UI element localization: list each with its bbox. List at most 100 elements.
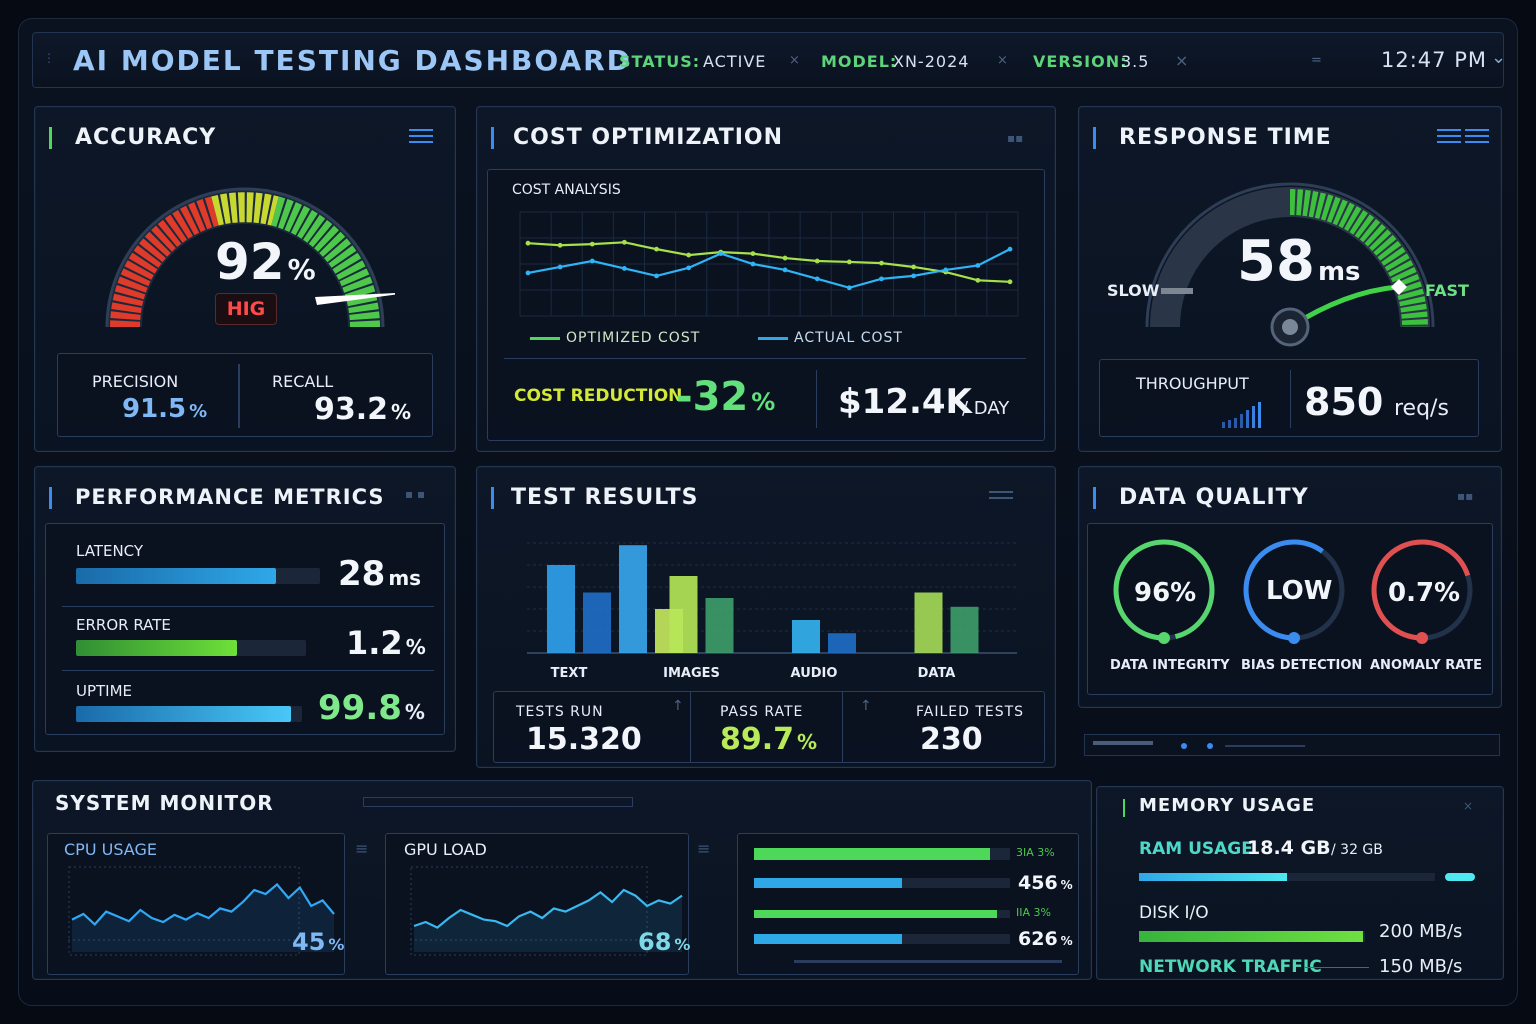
strip-segment <box>1225 745 1305 747</box>
test-bar <box>669 576 698 653</box>
test-results-title: TEST RESULTS <box>511 485 699 510</box>
precision-value: 91.5% <box>122 394 208 424</box>
menu-icon[interactable] <box>989 491 1013 505</box>
version-label: VERSION: <box>1033 52 1128 71</box>
panel-marker-icon <box>491 127 499 149</box>
divider <box>62 606 434 607</box>
latency-value: 28 ms <box>338 554 422 594</box>
test-stats-box: TESTS RUN 15.320 ↑ PASS RATE 89.7% ↑ FAI… <box>493 691 1045 763</box>
resource-bar-fill <box>754 878 903 888</box>
test-bar <box>547 565 575 653</box>
failed-tests-value: 230 <box>920 722 983 757</box>
test-bar <box>619 545 647 653</box>
menu-icon[interactable]: ≡ <box>697 839 711 858</box>
cost-data-point <box>814 258 820 264</box>
ram-bar-track <box>1139 873 1435 881</box>
sparkline-area <box>414 890 682 952</box>
cpu-usage-value: 45% <box>292 928 345 956</box>
memory-title: MEMORY USAGE <box>1139 795 1316 816</box>
cpu-usage-chart <box>68 866 335 956</box>
separator-icon: · <box>589 53 594 68</box>
cost-data-point <box>686 252 692 258</box>
strip-segment <box>1093 741 1153 745</box>
cost-data-point <box>589 258 595 264</box>
header-bar: ⋮ AI MODEL TESTING DASHBOARD · STATUS: A… <box>32 32 1507 88</box>
cost-data-point <box>750 261 756 267</box>
cost-data-point <box>943 267 949 273</box>
grid-icon[interactable]: ▪▪ <box>1007 131 1024 145</box>
cost-panel: COST OPTIMIZATION ▪▪ COST ANALYSIS OPTIM… <box>476 106 1056 452</box>
divider <box>1290 370 1291 428</box>
menu-icon[interactable] <box>409 129 433 143</box>
gauge-needle <box>315 293 395 305</box>
chart-frame <box>68 866 300 956</box>
resource-bar-value: 456% <box>1018 872 1073 894</box>
cost-data-point <box>557 264 563 270</box>
close-icon[interactable]: × <box>1175 51 1189 70</box>
strip-dot <box>1181 743 1187 749</box>
page-title: AI MODEL TESTING DASHBOARD <box>73 44 632 77</box>
legend-swatch-actual <box>758 337 788 340</box>
response-value: 58 ms <box>1237 229 1361 294</box>
separator-icon: × <box>789 53 800 68</box>
bias-detection-label: BIAS DETECTION <box>1241 658 1363 673</box>
cost-analysis-subtitle: COST ANALYSIS <box>512 182 621 198</box>
ram-usage-value: 18.4 GB <box>1247 837 1331 859</box>
header-grip-icon: ⋮ <box>43 51 55 65</box>
ring-marker <box>1288 632 1300 644</box>
accuracy-title: ACCURACY <box>75 125 217 150</box>
grid-icon[interactable]: ▪ ▪ <box>405 487 426 501</box>
close-icon[interactable]: × <box>1463 799 1474 813</box>
strip-dot <box>1207 743 1213 749</box>
cost-reduction-label: COST REDUCTION <box>514 386 683 406</box>
cost-data-point <box>879 260 884 266</box>
cost-data-point <box>589 241 595 247</box>
cost-series-line <box>527 241 1011 283</box>
chevron-down-icon[interactable]: ⌄ <box>1491 47 1507 68</box>
grid-icon[interactable]: ▪▪ <box>1457 489 1474 503</box>
precision-recall-box: PRECISION 91.5% RECALL 93.2% <box>57 353 433 437</box>
cost-data-point <box>525 240 531 246</box>
panel-marker-icon <box>1123 799 1125 817</box>
model-label: MODEL: <box>821 52 898 71</box>
anomaly-rate-value: 0.7% <box>1388 578 1461 608</box>
divider <box>238 364 240 428</box>
cost-data-point <box>814 276 820 282</box>
test-bar <box>705 598 734 653</box>
cost-series-line <box>527 248 1011 289</box>
network-traffic-label: NETWORK TRAFFIC <box>1139 957 1322 977</box>
scroll-track[interactable] <box>794 960 1062 963</box>
cost-data-point <box>1007 279 1013 285</box>
cost-data-point <box>975 263 981 268</box>
cost-data-point <box>686 265 692 271</box>
panel-marker-icon <box>1093 487 1101 509</box>
cost-data-point <box>846 259 852 265</box>
quality-rings <box>1113 539 1473 644</box>
anomaly-rate-label: ANOMALY RATE <box>1370 658 1482 673</box>
resource-bar-fill <box>754 910 998 918</box>
gpu-load-value: 68% <box>638 928 691 956</box>
cost-data-point <box>654 246 659 252</box>
error-rate-value: 1.2% <box>346 624 426 662</box>
cost-data-point <box>846 285 852 291</box>
resource-bar-fill <box>754 934 903 944</box>
ring-marker <box>1158 632 1170 644</box>
tests-run-value: 15.320 <box>526 722 642 757</box>
menu-icon[interactable] <box>1465 129 1489 143</box>
menu-icon[interactable]: ≡ <box>355 839 369 858</box>
cost-data-point <box>1007 246 1013 252</box>
cost-data-point <box>911 264 916 270</box>
cost-reduction-value: -32% <box>676 374 776 420</box>
gpu-load-box: GPU LOAD 68% <box>385 833 691 975</box>
cost-data-point <box>879 276 884 282</box>
menu-icon[interactable] <box>1437 129 1461 143</box>
error-rate-meter-fill <box>76 640 237 656</box>
gpu-load-label: GPU LOAD <box>404 840 487 859</box>
chart-frame <box>410 866 648 956</box>
test-bar <box>583 592 611 653</box>
category-label: DATA <box>918 666 956 681</box>
pass-rate-value: 89.7% <box>720 722 818 757</box>
ram-usage-label: RAM USAGE <box>1139 839 1253 859</box>
tests-run-label: TESTS RUN <box>516 704 604 720</box>
cost-title: COST OPTIMIZATION <box>513 125 784 150</box>
